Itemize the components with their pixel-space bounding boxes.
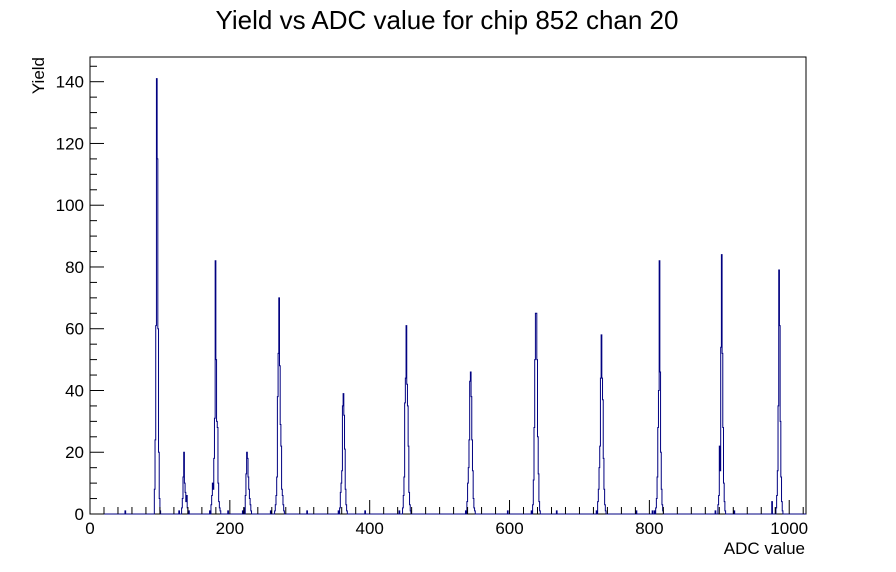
x-axis-label: ADC value <box>724 539 805 558</box>
x-axis-ticks <box>89 500 804 514</box>
y-tick-label: 120 <box>56 134 84 153</box>
y-tick-label: 20 <box>65 443 84 462</box>
x-tick-label: 400 <box>356 519 384 538</box>
x-tick-label: 0 <box>85 519 94 538</box>
chart-title: Yield vs ADC value for chip 852 chan 20 <box>216 5 679 35</box>
y-tick-label: 0 <box>75 505 84 524</box>
y-tick-label: 140 <box>56 73 84 92</box>
x-axis-tick-labels: 0 200 400 600 800 1000 <box>85 519 808 538</box>
y-tick-label: 80 <box>65 258 84 277</box>
histogram-line <box>90 78 806 515</box>
x-tick-label: 200 <box>216 519 244 538</box>
plot-frame-rect <box>89 56 807 515</box>
y-tick-label: 40 <box>65 381 84 400</box>
histogram-series <box>90 78 806 515</box>
y-tick-label: 100 <box>56 196 84 215</box>
y-axis-tick-labels: 0 20 40 60 80 100 120 140 <box>56 73 84 524</box>
plot-frame <box>89 56 807 515</box>
x-tick-label: 600 <box>495 519 523 538</box>
y-tick-label: 60 <box>65 320 84 339</box>
x-tick-label: 800 <box>635 519 663 538</box>
x-tick-label: 1000 <box>770 519 808 538</box>
y-axis-ticks <box>90 65 104 515</box>
y-axis-label: Yield <box>29 57 48 94</box>
